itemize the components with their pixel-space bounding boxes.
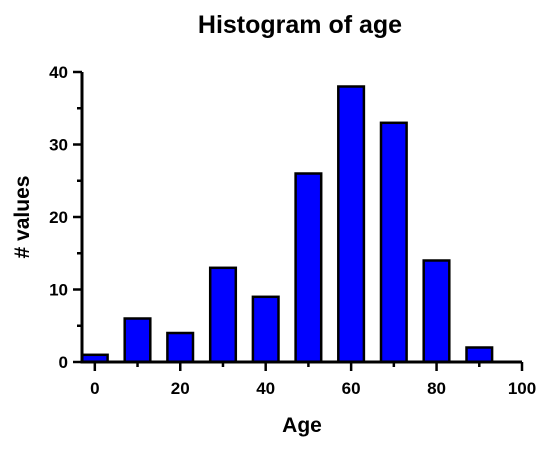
x-tick-label: 20 — [171, 379, 190, 398]
histogram-bar — [123, 317, 152, 364]
y-tick-label: 30 — [49, 136, 68, 155]
histogram-bar — [208, 266, 238, 364]
histogram-bar — [294, 172, 323, 364]
x-axis-title: Age — [282, 414, 322, 437]
x-tick-label: 100 — [508, 379, 536, 398]
x-tick-label: 0 — [90, 379, 99, 398]
bars-group — [80, 85, 494, 364]
histogram-bar — [379, 121, 408, 364]
y-axis-title: # values — [11, 176, 34, 259]
histogram-bar — [166, 331, 195, 364]
x-tick-label: 40 — [256, 379, 275, 398]
histogram-bar — [337, 85, 366, 364]
y-tick-label: 0 — [59, 353, 68, 372]
y-tick-label: 20 — [49, 208, 68, 227]
chart-title: Histogram of age — [198, 11, 402, 39]
y-tick-label: 10 — [49, 281, 68, 300]
y-tick-label: 40 — [49, 63, 68, 82]
histogram-bar — [465, 346, 494, 364]
x-tick-label: 60 — [342, 379, 361, 398]
histogram-bar — [422, 259, 451, 364]
x-tick-label: 80 — [427, 379, 446, 398]
axes-group: 0 10 20 30 40 0 20 40 60 80 100 — [49, 63, 536, 398]
histogram-bar — [251, 295, 280, 364]
